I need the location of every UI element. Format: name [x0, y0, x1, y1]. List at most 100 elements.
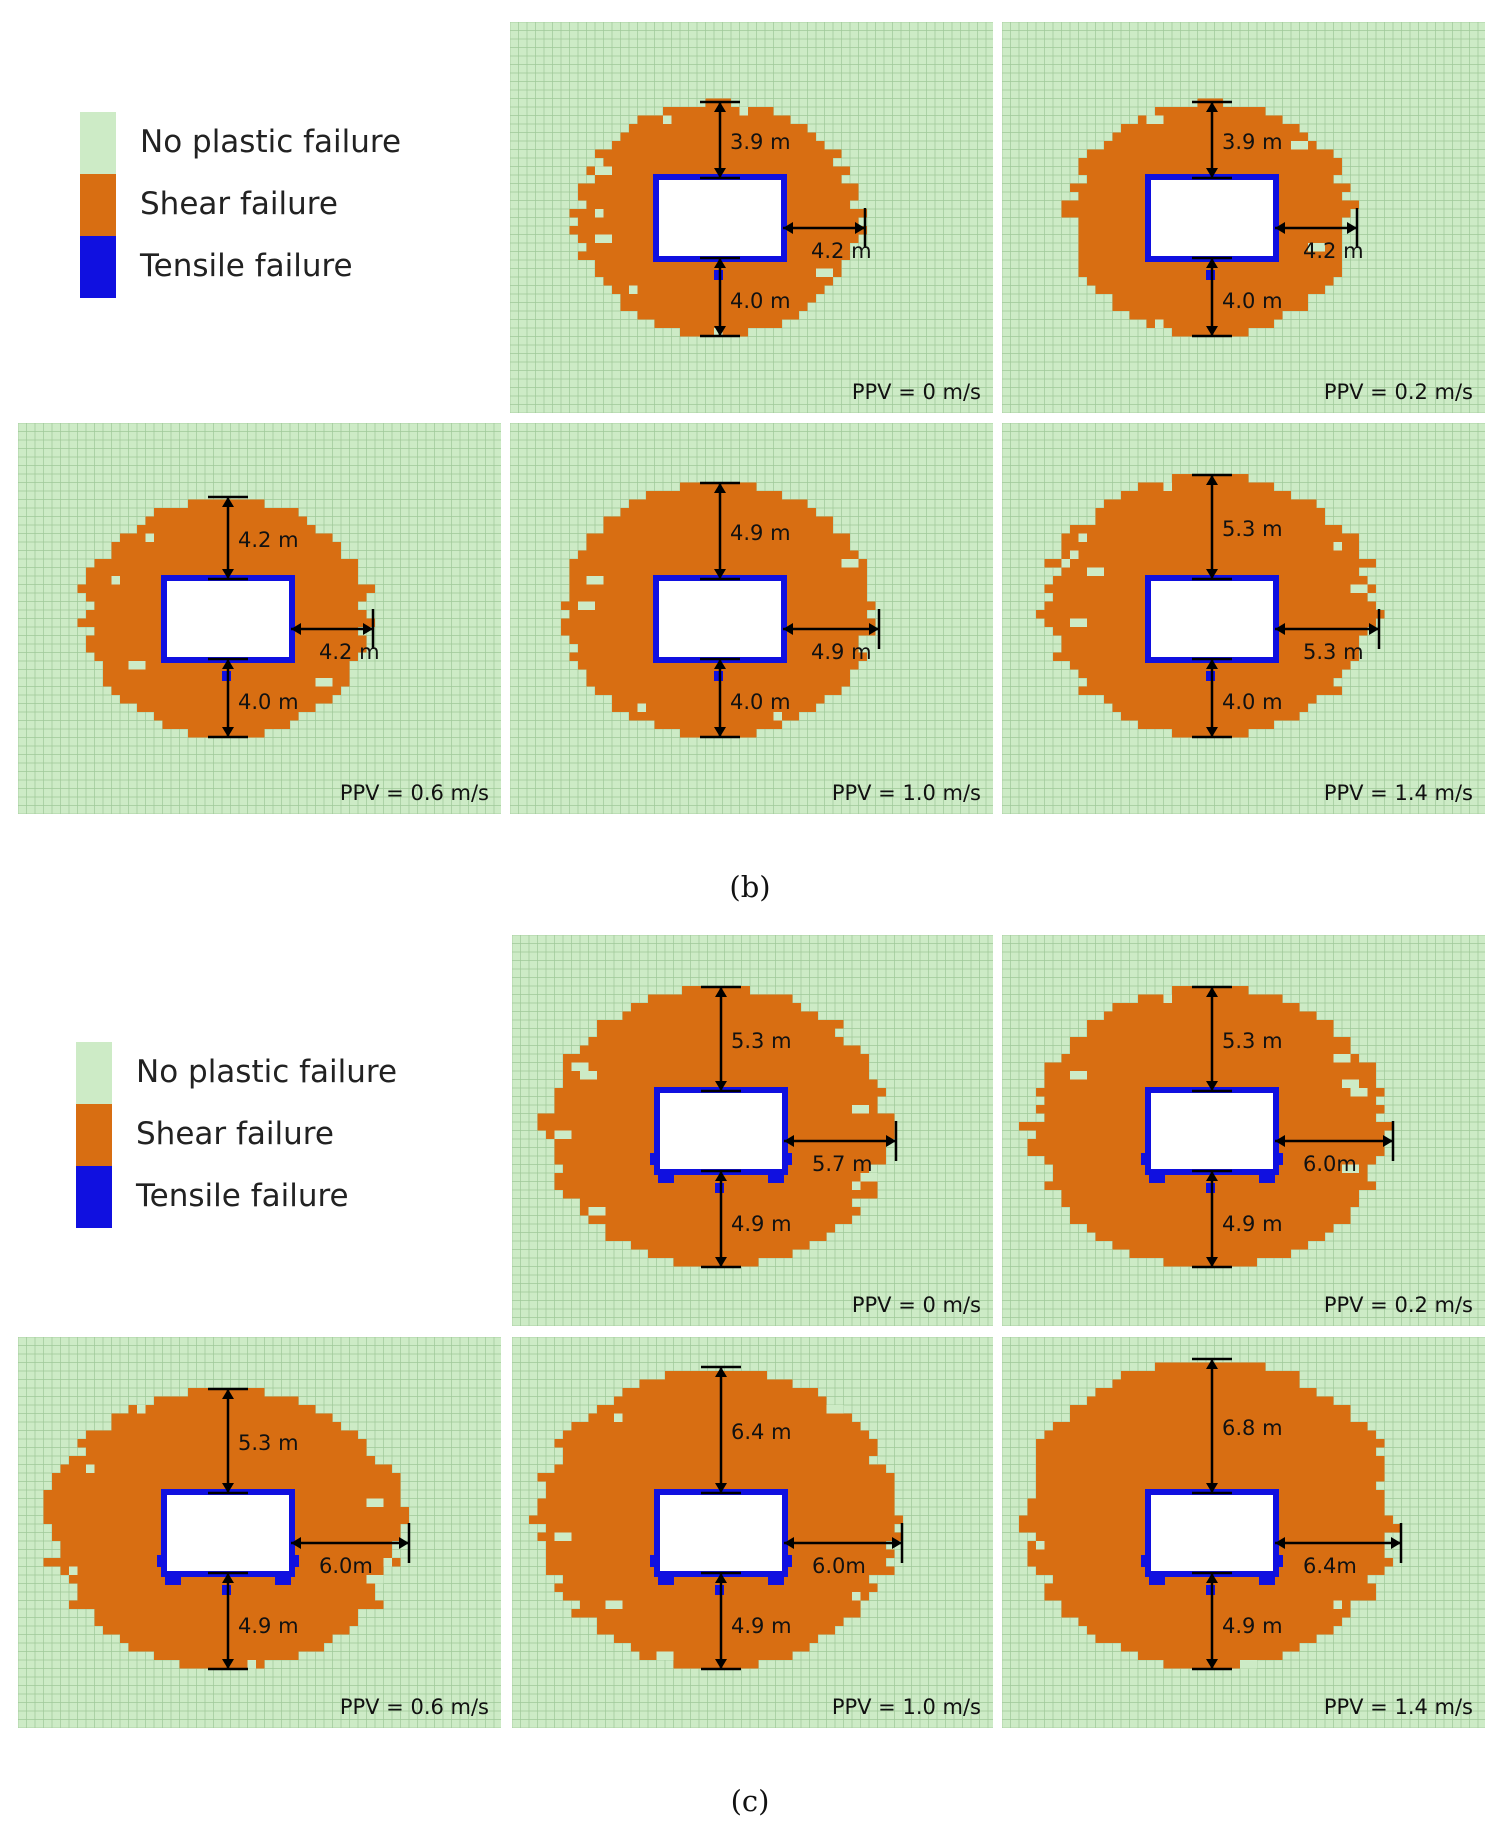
legend-label: No plastic failure: [140, 124, 402, 160]
plastic-zone-diagram: 6.8 m 6.4m 4.9 m PPV = 1.4 m/s: [1002, 1337, 1485, 1728]
ppv-label: PPV = 0 m/s: [852, 1293, 981, 1317]
arrow-heads: [1206, 1359, 1401, 1669]
ppv-label: PPV = 0.6 m/s: [340, 781, 489, 805]
legend-swatch-no-failure: [76, 1042, 112, 1104]
side-extent-label: 4.2 m: [811, 239, 872, 263]
bottom-extent-label: 4.0 m: [1222, 690, 1283, 714]
panel-c-4: 6.4 m 6.0m 4.9 m PPV = 1.0 m/s: [512, 1337, 993, 1728]
bottom-extent-label: 4.9 m: [1222, 1212, 1283, 1236]
bottom-extent-label: 4.0 m: [1222, 289, 1283, 313]
tunnel-opening: [660, 1495, 782, 1571]
ppv-label: PPV = 1.4 m/s: [1324, 781, 1473, 805]
panel-b-3: 4.2 m 4.2 m 4.0 m PPV = 0.6 m/s: [18, 423, 501, 814]
legend-swatch-shear: [80, 174, 116, 236]
arrow-heads: [715, 987, 896, 1267]
plastic-zone-diagram: 4.2 m 4.2 m 4.0 m PPV = 0.6 m/s: [18, 423, 501, 814]
ppv-label: PPV = 0.2 m/s: [1324, 1293, 1473, 1317]
top-extent-label: 4.2 m: [238, 528, 299, 552]
panel-b-4: 4.9 m 4.9 m 4.0 m PPV = 1.0 m/s: [510, 423, 993, 814]
tunnel-opening: [1151, 180, 1273, 256]
arrow-heads: [714, 102, 865, 336]
arrow-heads: [222, 497, 373, 737]
figure-caption-b: (b): [729, 870, 771, 904]
panel-c-2: 5.3 m 6.0m 4.9 m PPV = 0.2 m/s: [1002, 935, 1485, 1326]
bottom-extent-label: 4.0 m: [238, 690, 299, 714]
ppv-label: PPV = 1.4 m/s: [1324, 1695, 1473, 1719]
legend-swatch-no-failure: [80, 112, 116, 174]
bottom-extent-label: 4.9 m: [238, 1614, 299, 1638]
tunnel-opening: [659, 180, 781, 256]
legend-label: Shear failure: [136, 1116, 334, 1152]
bottom-extent-label: 4.9 m: [731, 1614, 792, 1638]
arrow-heads: [715, 1367, 902, 1669]
legend-label: Tensile failure: [140, 248, 353, 284]
legend-item-tensile: Tensile failure: [76, 1166, 496, 1228]
arrow-heads: [1206, 102, 1357, 336]
tunnel-opening: [167, 581, 289, 657]
plastic-zone-diagram: 3.9 m 4.2 m 4.0 m PPV = 0 m/s: [510, 22, 993, 413]
side-extent-label: 4.2 m: [1303, 239, 1364, 263]
tunnel-opening: [1151, 1093, 1273, 1169]
bottom-extent-label: 4.9 m: [1222, 1614, 1283, 1638]
bottom-extent-label: 4.0 m: [730, 289, 791, 313]
panel-b-1: 3.9 m 4.2 m 4.0 m PPV = 0 m/s: [510, 22, 993, 413]
top-extent-label: 3.9 m: [1222, 130, 1283, 154]
plastic-zone-diagram: 5.3 m 6.0m 4.9 m PPV = 0.6 m/s: [18, 1337, 501, 1728]
top-extent-label: 6.4 m: [731, 1420, 792, 1444]
legend-item-shear: Shear failure: [76, 1104, 496, 1166]
panel-b-2: 3.9 m 4.2 m 4.0 m PPV = 0.2 m/s: [1002, 22, 1485, 413]
top-extent-label: 5.3 m: [731, 1029, 792, 1053]
side-extent-label: 4.2 m: [319, 640, 380, 664]
top-extent-label: 6.8 m: [1222, 1416, 1283, 1440]
side-extent-label: 6.0m: [1303, 1152, 1357, 1176]
top-extent-label: 3.9 m: [730, 130, 791, 154]
panel-b-5: 5.3 m 5.3 m 4.0 m PPV = 1.4 m/s: [1002, 423, 1485, 814]
arrow-heads: [222, 1389, 409, 1669]
legend-swatch-tensile: [76, 1166, 112, 1228]
ppv-label: PPV = 1.0 m/s: [832, 781, 981, 805]
legend-swatch-tensile: [80, 236, 116, 298]
tunnel-opening: [659, 581, 781, 657]
legend-label: Shear failure: [140, 186, 338, 222]
panel-c-5: 6.8 m 6.4m 4.9 m PPV = 1.4 m/s: [1002, 1337, 1485, 1728]
top-extent-label: 5.3 m: [1222, 517, 1283, 541]
side-extent-label: 5.3 m: [1303, 640, 1364, 664]
plastic-zone-diagram: 4.9 m 4.9 m 4.0 m PPV = 1.0 m/s: [510, 423, 993, 814]
side-extent-label: 6.4m: [1303, 1554, 1357, 1578]
tunnel-opening: [1151, 581, 1273, 657]
legend-swatch-shear: [76, 1104, 112, 1166]
top-extent-label: 5.3 m: [238, 1431, 299, 1455]
ppv-label: PPV = 0 m/s: [852, 380, 981, 404]
side-extent-label: 6.0m: [319, 1554, 373, 1578]
legend-c: No plastic failure Shear failure Tensile…: [76, 1042, 496, 1242]
panel-c-1: 5.3 m 5.7 m 4.9 m PPV = 0 m/s: [512, 935, 993, 1326]
side-extent-label: 6.0m: [812, 1554, 866, 1578]
top-extent-label: 4.9 m: [730, 521, 791, 545]
plastic-zone-diagram: 5.3 m 5.3 m 4.0 m PPV = 1.4 m/s: [1002, 423, 1485, 814]
panel-c-3: 5.3 m 6.0m 4.9 m PPV = 0.6 m/s: [18, 1337, 501, 1728]
dimension-lines: [701, 1365, 904, 1671]
plastic-zone-diagram: 5.3 m 6.0m 4.9 m PPV = 0.2 m/s: [1002, 935, 1485, 1326]
arrow-heads: [714, 483, 879, 737]
tunnel-opening: [167, 1495, 289, 1571]
ppv-label: PPV = 0.6 m/s: [340, 1695, 489, 1719]
ppv-label: PPV = 1.0 m/s: [832, 1695, 981, 1719]
legend-item-tensile: Tensile failure: [80, 236, 500, 298]
plastic-zone-diagram: 6.4 m 6.0m 4.9 m PPV = 1.0 m/s: [512, 1337, 993, 1728]
ppv-label: PPV = 0.2 m/s: [1324, 380, 1473, 404]
legend-label: No plastic failure: [136, 1054, 398, 1090]
tunnel-opening: [660, 1093, 782, 1169]
legend-item-no-failure: No plastic failure: [76, 1042, 496, 1104]
arrow-heads: [1206, 987, 1393, 1267]
figure-caption-c: (c): [730, 1784, 770, 1818]
plastic-zone-diagram: 3.9 m 4.2 m 4.0 m PPV = 0.2 m/s: [1002, 22, 1485, 413]
top-extent-label: 5.3 m: [1222, 1029, 1283, 1053]
arrow-heads: [1206, 475, 1379, 737]
bottom-extent-label: 4.0 m: [730, 690, 791, 714]
side-extent-label: 4.9 m: [811, 640, 872, 664]
side-extent-label: 5.7 m: [812, 1152, 873, 1176]
legend-b: No plastic failure Shear failure Tensile…: [80, 112, 500, 312]
tunnel-opening: [1151, 1495, 1273, 1571]
bottom-extent-label: 4.9 m: [731, 1212, 792, 1236]
legend-label: Tensile failure: [136, 1178, 349, 1214]
